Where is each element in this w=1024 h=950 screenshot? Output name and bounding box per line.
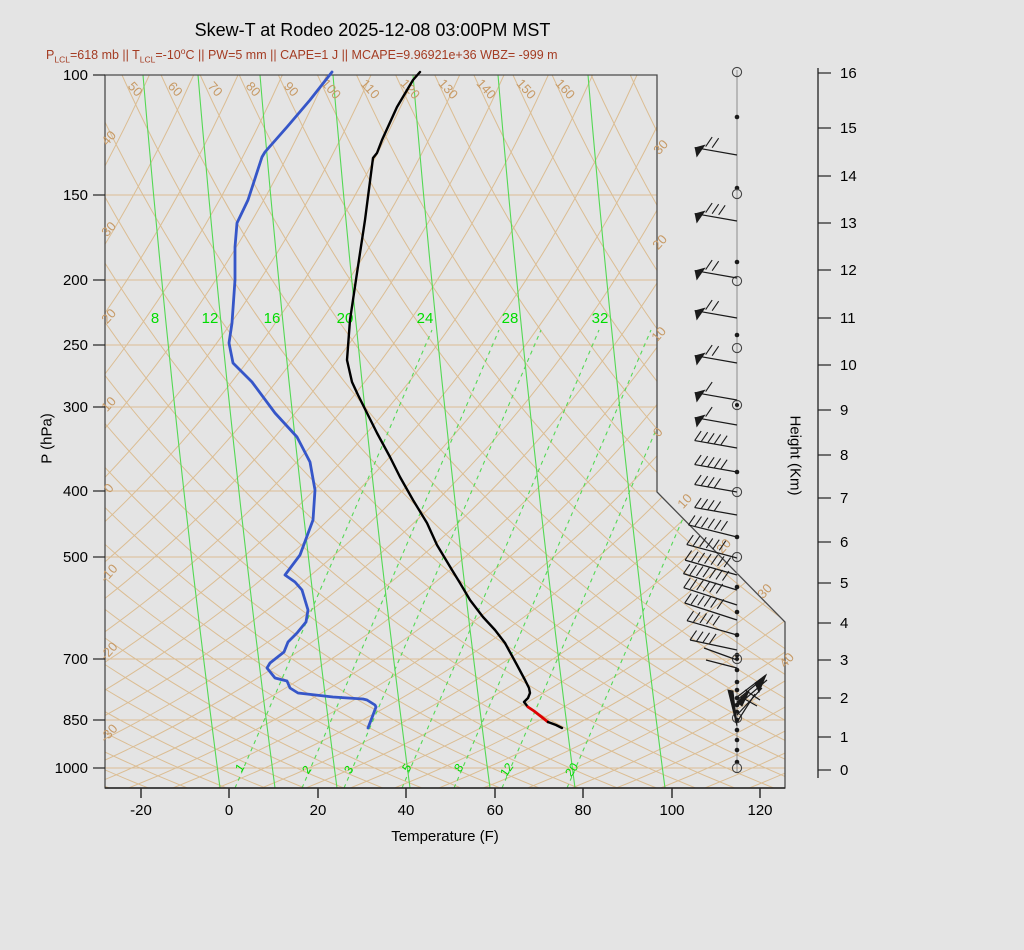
svg-text:28: 28 xyxy=(502,310,519,327)
svg-text:32: 32 xyxy=(592,310,609,327)
svg-text:100: 100 xyxy=(63,67,88,84)
svg-text:2: 2 xyxy=(840,690,848,707)
temperature-surface-red-segment xyxy=(526,705,550,724)
pressure-axis-label: P (hPa) xyxy=(38,413,56,464)
height-axis-label: Height (Km) xyxy=(786,415,804,496)
svg-text:300: 300 xyxy=(63,399,88,416)
svg-text:12: 12 xyxy=(497,760,516,779)
svg-text:0: 0 xyxy=(840,762,848,779)
svg-text:8: 8 xyxy=(451,761,466,775)
svg-text:1: 1 xyxy=(840,729,848,746)
svg-text:400: 400 xyxy=(63,483,88,500)
svg-text:3: 3 xyxy=(840,652,848,669)
svg-text:500: 500 xyxy=(63,549,88,566)
svg-text:250: 250 xyxy=(63,337,88,354)
svg-text:40: 40 xyxy=(776,650,797,671)
svg-text:20: 20 xyxy=(310,802,327,819)
svg-text:1000: 1000 xyxy=(55,760,88,777)
svg-text:15: 15 xyxy=(840,120,857,137)
dewpoint-curve xyxy=(227,70,378,730)
svg-text:90: 90 xyxy=(281,79,302,100)
svg-text:-10: -10 xyxy=(97,561,121,585)
svg-text:850: 850 xyxy=(63,712,88,729)
svg-text:4: 4 xyxy=(840,615,848,632)
bottom-axis: -20 0 20 40 60 80 100 120 xyxy=(105,787,785,819)
svg-text:110: 110 xyxy=(358,76,383,101)
svg-text:16: 16 xyxy=(264,310,281,327)
pressure-axis: 100 150 200 250 300 400 500 700 850 1000 xyxy=(55,67,105,777)
svg-text:14: 14 xyxy=(840,168,857,185)
svg-text:6: 6 xyxy=(840,534,848,551)
svg-text:9: 9 xyxy=(840,402,848,419)
svg-text:10: 10 xyxy=(648,324,669,345)
svg-text:13: 13 xyxy=(840,215,857,232)
svg-text:10: 10 xyxy=(98,394,119,415)
svg-text:0: 0 xyxy=(650,424,666,439)
svg-text:60: 60 xyxy=(487,802,504,819)
svg-text:20: 20 xyxy=(562,760,581,779)
svg-text:100: 100 xyxy=(319,76,345,102)
svg-text:200: 200 xyxy=(63,272,88,289)
svg-text:5: 5 xyxy=(840,575,848,592)
svg-text:16: 16 xyxy=(840,65,857,82)
svg-text:-30: -30 xyxy=(97,721,121,745)
svg-text:80: 80 xyxy=(575,802,592,819)
svg-text:40: 40 xyxy=(398,802,415,819)
svg-text:-20: -20 xyxy=(130,802,152,819)
moist-adiabat-lines xyxy=(142,75,666,788)
svg-text:30: 30 xyxy=(754,581,775,602)
svg-text:11: 11 xyxy=(840,310,856,327)
pressure-gridlines xyxy=(105,74,785,769)
svg-text:30: 30 xyxy=(650,137,671,158)
svg-text:20: 20 xyxy=(713,536,734,557)
dry-adiabat-grid xyxy=(105,75,785,788)
svg-text:60: 60 xyxy=(165,79,186,100)
svg-text:20: 20 xyxy=(98,306,119,327)
svg-text:50: 50 xyxy=(125,79,146,100)
svg-text:0: 0 xyxy=(225,802,233,819)
svg-text:8: 8 xyxy=(151,310,159,327)
page-title: Skew-T at Rodeo 2025-12-08 03:00PM MST xyxy=(194,20,551,40)
svg-text:7: 7 xyxy=(840,490,848,507)
x-axis-label: Temperature (F) xyxy=(391,828,499,845)
temperature-curve-tip xyxy=(546,720,564,730)
svg-text:140: 140 xyxy=(474,76,500,102)
wind-barbs xyxy=(682,66,768,774)
svg-text:12: 12 xyxy=(202,310,219,327)
svg-text:20: 20 xyxy=(649,232,670,253)
temperature-curve xyxy=(345,70,532,709)
isotherm-grid xyxy=(105,75,785,788)
svg-text:12: 12 xyxy=(840,262,857,279)
svg-text:150: 150 xyxy=(63,187,88,204)
svg-text:24: 24 xyxy=(417,310,434,327)
svg-text:10: 10 xyxy=(840,357,857,374)
sounding-parameters: PLCL=618 mb || TLCL=-10oC || PW=5 mm || … xyxy=(46,46,558,65)
svg-text:30: 30 xyxy=(98,219,119,240)
svg-text:70: 70 xyxy=(205,79,226,100)
svg-text:120: 120 xyxy=(747,802,772,819)
svg-text:8: 8 xyxy=(840,447,848,464)
svg-text:160: 160 xyxy=(553,76,579,102)
svg-text:100: 100 xyxy=(659,802,684,819)
svg-text:10: 10 xyxy=(674,491,695,512)
svg-text:700: 700 xyxy=(63,651,88,668)
svg-text:150: 150 xyxy=(514,76,540,102)
svg-text:0: 0 xyxy=(101,480,117,495)
